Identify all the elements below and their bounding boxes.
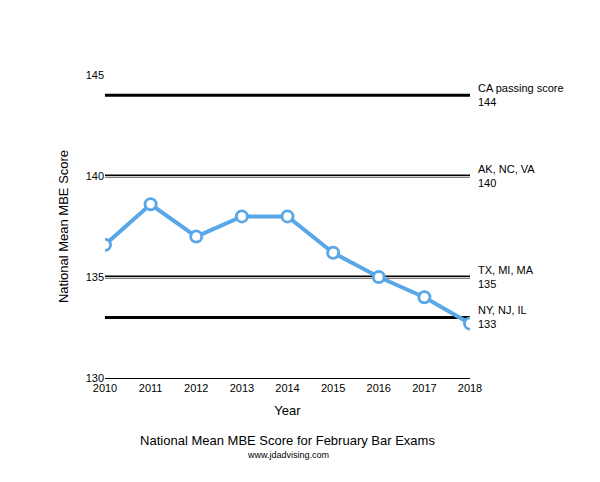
svg-text:2015: 2015	[321, 382, 345, 394]
svg-text:2018: 2018	[458, 382, 482, 394]
svg-text:2012: 2012	[184, 382, 208, 394]
svg-text:National Mean MBE Score for Fe: National Mean MBE Score for February Bar…	[140, 433, 435, 448]
svg-text:Year: Year	[274, 403, 301, 418]
svg-text:135: 135	[86, 271, 104, 283]
svg-text:NY, NJ, IL133: NY, NJ, IL133	[478, 304, 527, 330]
svg-text:2016: 2016	[367, 382, 391, 394]
svg-text:140: 140	[86, 170, 104, 182]
svg-text:2010: 2010	[93, 382, 117, 394]
svg-text:www.jdadvising.com: www.jdadvising.com	[247, 450, 329, 460]
svg-text:2013: 2013	[230, 382, 254, 394]
svg-text:130: 130	[86, 372, 104, 384]
svg-text:TX, MI, MA135: TX, MI, MA135	[478, 264, 534, 290]
svg-text:2011: 2011	[139, 382, 163, 394]
svg-text:2017: 2017	[412, 382, 436, 394]
svg-text:145: 145	[86, 69, 104, 81]
svg-text:AK, NC, VA140: AK, NC, VA140	[478, 163, 535, 189]
svg-text:CA passing score144: CA passing score144	[478, 82, 564, 108]
svg-text:National Mean MBE Score: National Mean MBE Score	[56, 150, 71, 303]
svg-text:2014: 2014	[275, 382, 299, 394]
